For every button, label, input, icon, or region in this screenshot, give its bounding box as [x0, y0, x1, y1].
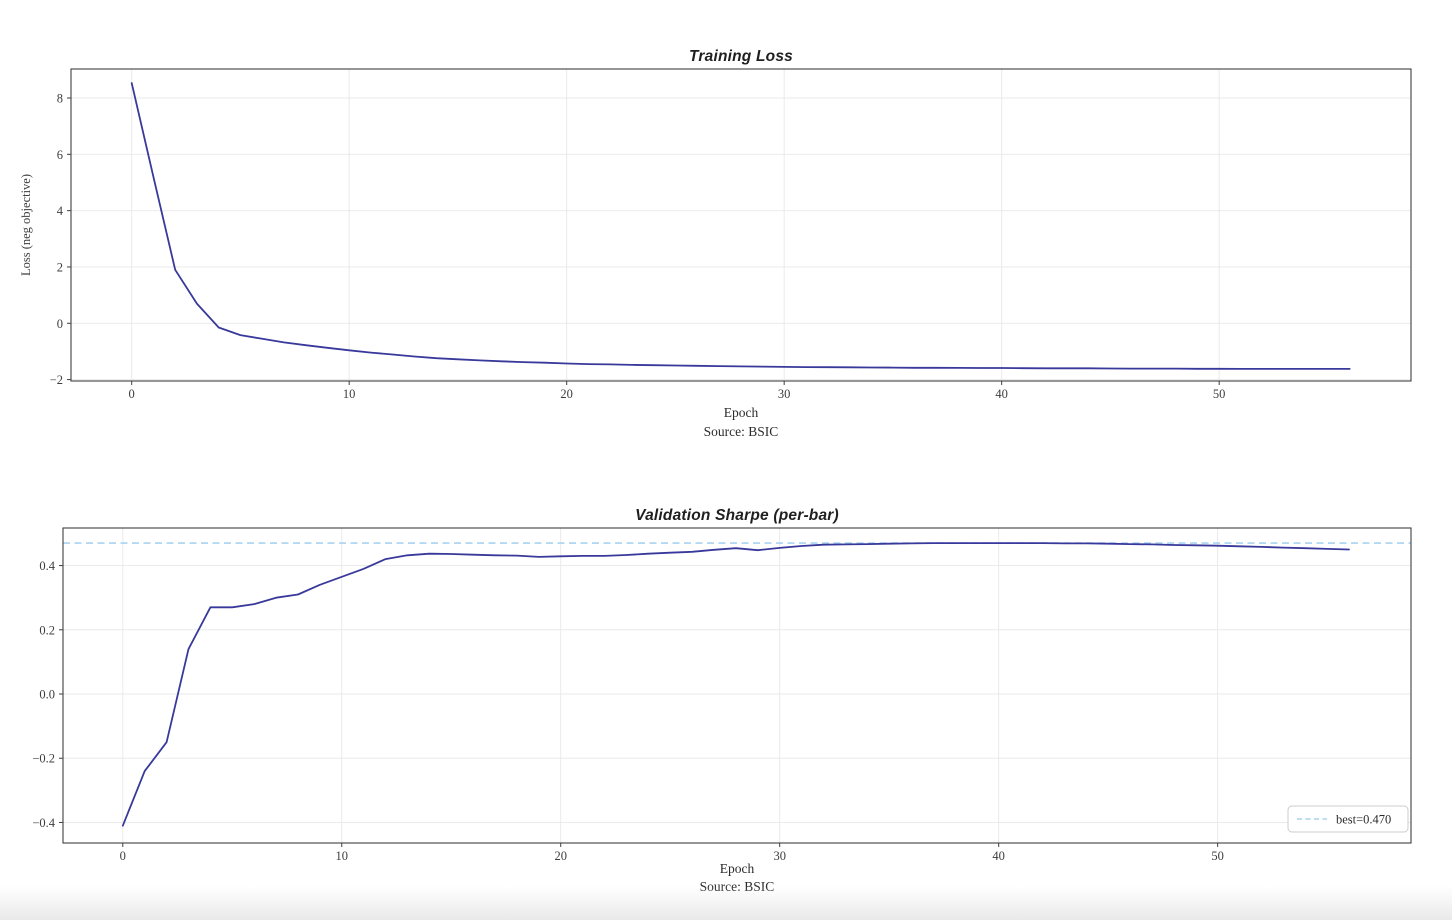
source-caption: Source: BSIC — [700, 879, 775, 894]
validation-sharpe-line — [121, 542, 1350, 827]
y-tick-label: 4 — [57, 204, 64, 218]
x-tick-label: 20 — [560, 387, 573, 401]
chart-title: Training Loss — [689, 48, 793, 65]
y-tick-label: 0 — [57, 317, 63, 331]
y-tick-label: 8 — [57, 92, 63, 106]
plot-area: 0 10 20 30 40 50 −2 0 2 4 6 8 — [50, 68, 1412, 401]
y-tick-label: −0.4 — [32, 816, 55, 830]
y-axis-label: Loss (neg objective) — [19, 174, 33, 276]
y-tick-label: 2 — [57, 260, 63, 274]
y-tick-label: 0.0 — [39, 688, 55, 702]
legend-box — [1287, 805, 1409, 833]
y-tick-label: 0.4 — [39, 559, 55, 573]
x-tick-label: 40 — [992, 849, 1005, 863]
x-tick-label: 50 — [1213, 387, 1226, 401]
y-tick-label: 0.2 — [39, 623, 55, 637]
x-tick-label: 10 — [343, 387, 356, 401]
x-axis-label: Epoch — [724, 405, 759, 420]
chart-title: Validation Sharpe (per-bar) — [635, 507, 839, 524]
x-tick-label: 30 — [773, 849, 786, 863]
training-loss-line — [130, 82, 1351, 370]
source-caption: Source: BSIC — [704, 424, 779, 439]
x-tick-label: 40 — [995, 387, 1008, 401]
x-axis-label: Epoch — [720, 861, 755, 876]
plot-border — [70, 68, 1412, 382]
training-loss-chart: Training Loss Loss (neg objective) 0 10 20… — [19, 48, 1412, 439]
x-tick-label: 10 — [336, 849, 349, 863]
x-tick-label: 0 — [129, 387, 135, 401]
y-tick-label: −0.2 — [32, 752, 55, 766]
x-tick-label: 20 — [554, 849, 567, 863]
x-tick-label: 30 — [778, 387, 791, 401]
x-tick-label: 50 — [1211, 849, 1224, 863]
validation-sharpe-chart: Validation Sharpe (per-bar) 0 10 20 30 40 50 −… — [32, 507, 1412, 894]
x-tick-label: 0 — [120, 849, 126, 863]
plot-area: 0 10 20 30 40 50 −0.4 −0.2 0.0 0.2 0.4 best=0.470 — [32, 527, 1412, 863]
plot-border — [62, 527, 1412, 844]
y-tick-label: 6 — [57, 148, 63, 162]
y-tick-label: −2 — [50, 373, 63, 387]
legend-label: best=0.470 — [1336, 813, 1391, 827]
